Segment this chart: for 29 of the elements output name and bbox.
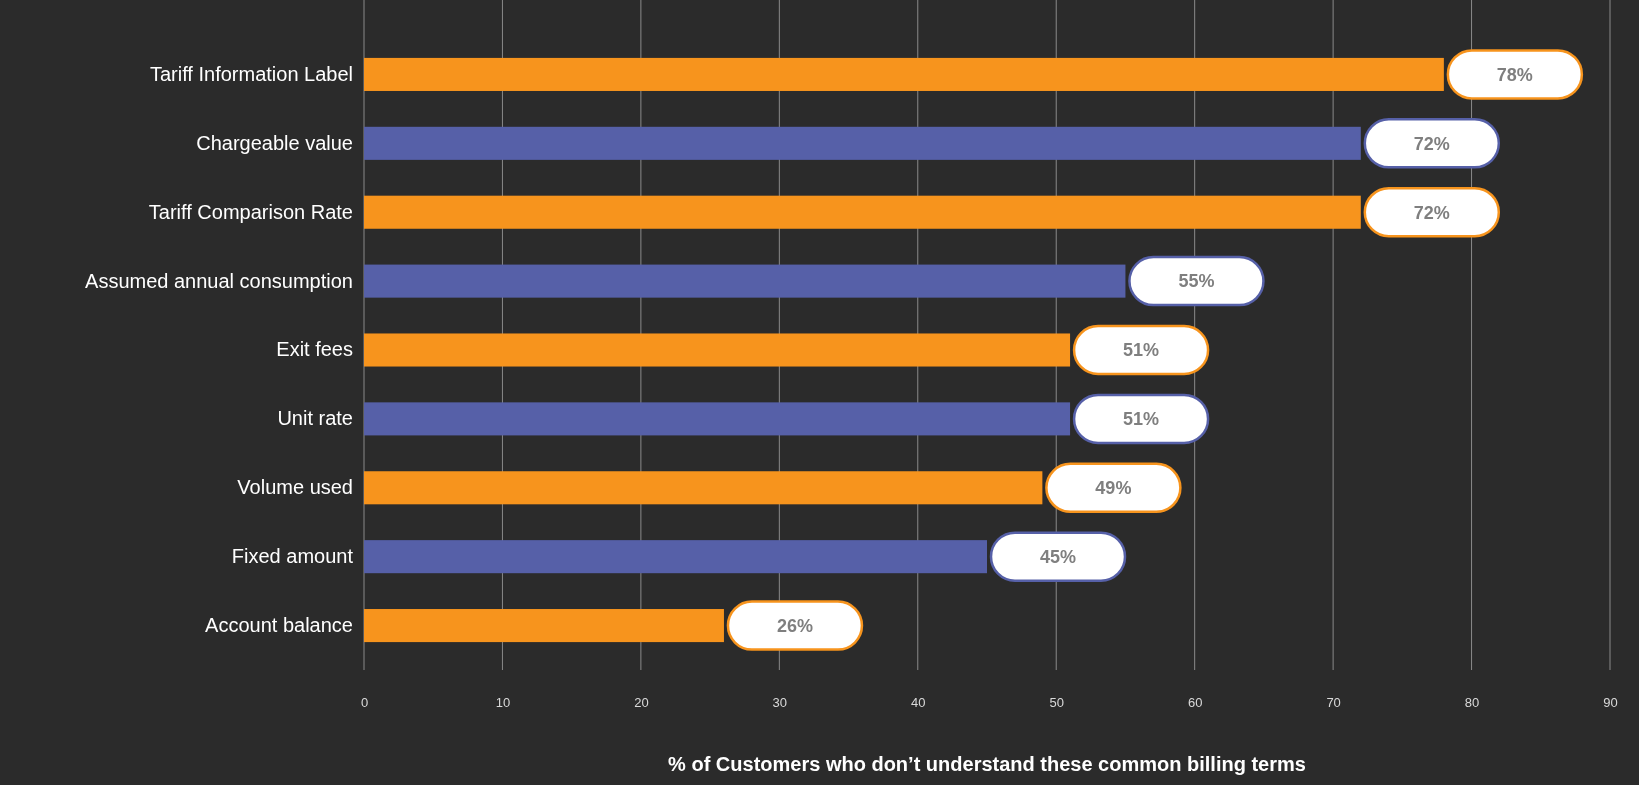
- data-label: 49%: [1095, 478, 1132, 499]
- y-tick-label: Exit fees: [276, 338, 353, 361]
- data-label: 78%: [1496, 64, 1533, 85]
- y-tick-label: Account balance: [205, 613, 353, 636]
- x-tick-label: 40: [911, 695, 926, 711]
- y-tick-label: Volume used: [237, 476, 353, 499]
- x-tick-label: 80: [1464, 695, 1480, 711]
- data-label: 51%: [1123, 409, 1160, 430]
- data-label: 51%: [1123, 340, 1160, 361]
- data-label: 26%: [776, 615, 813, 636]
- data-label: 45%: [1039, 546, 1077, 567]
- x-tick-label: 90: [1603, 695, 1618, 711]
- y-tick-label: Unit rate: [277, 407, 353, 430]
- y-tick-label: Fixed amount: [231, 545, 354, 568]
- y-tick-label: Tariff Comparison Rate: [148, 200, 353, 223]
- y-tick-label: Tariff Information Label: [149, 62, 353, 85]
- x-tick-label: 60: [1187, 695, 1203, 711]
- x-tick-label: 20: [634, 695, 649, 711]
- y-tick-label: Assumed annual consumption: [85, 269, 353, 292]
- data-label: 72%: [1413, 133, 1450, 154]
- x-tick-label: 50: [1049, 695, 1064, 711]
- x-axis-title: % of Customers who don’t understand these common billing terms: [668, 753, 1306, 775]
- x-tick-label: 10: [495, 695, 511, 711]
- x-tick-label: 0: [360, 695, 369, 711]
- y-tick-label: Chargeable value: [196, 131, 353, 154]
- data-label: 55%: [1178, 271, 1215, 292]
- x-tick-label: 70: [1326, 695, 1341, 711]
- data-label: 72%: [1413, 202, 1450, 223]
- x-tick-label: 30: [772, 695, 788, 711]
